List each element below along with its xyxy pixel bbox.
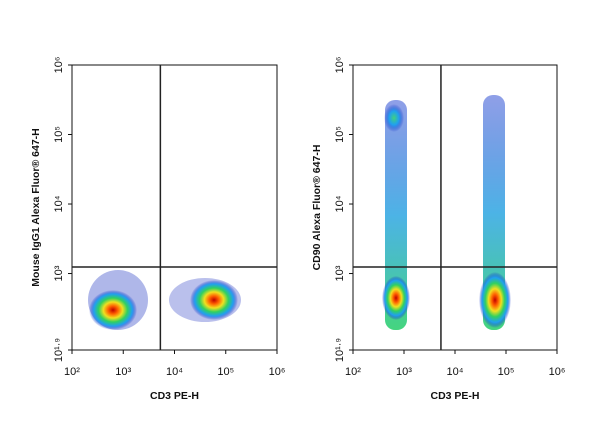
x-axis-label: CD3 PE-H	[430, 390, 479, 402]
y-tick-label: 10³	[334, 265, 346, 281]
y-tick-label: 10⁴	[334, 195, 346, 212]
x-tick-label: 10⁴	[447, 366, 464, 378]
y-tick-label: 10⁶	[53, 57, 65, 74]
y-tick-label: 10⁵	[334, 126, 346, 143]
y-axis-label: Mouse IgG1 Alexa Fluor® 647-H	[30, 128, 42, 286]
y-tick-label: 10¹·⁹	[334, 338, 346, 362]
y-tick-label: 10⁴	[53, 195, 65, 212]
x-tick-label: 10⁶	[269, 366, 286, 378]
x-tick-label: 10⁵	[217, 366, 234, 378]
x-axis-label: CD3 PE-H	[150, 390, 199, 402]
y-tick-label: 10⁶	[334, 57, 346, 74]
x-tick-label: 10²	[345, 366, 361, 378]
y-axis-label: CD90 Alexa Fluor® 647-H	[311, 145, 323, 271]
y-tick-label: 10¹·⁹	[53, 338, 65, 362]
x-tick-label: 10⁶	[549, 366, 566, 378]
density-cloud	[88, 95, 511, 330]
x-tick-label: 10³	[396, 366, 412, 378]
x-tick-label: 10³	[115, 366, 131, 378]
y-tick-label: 10³	[53, 265, 65, 281]
x-tick-label: 10²	[64, 366, 80, 378]
x-tick-label: 10⁴	[166, 366, 183, 378]
x-tick-label: 10⁵	[498, 366, 515, 378]
y-tick-label: 10⁵	[53, 126, 65, 143]
